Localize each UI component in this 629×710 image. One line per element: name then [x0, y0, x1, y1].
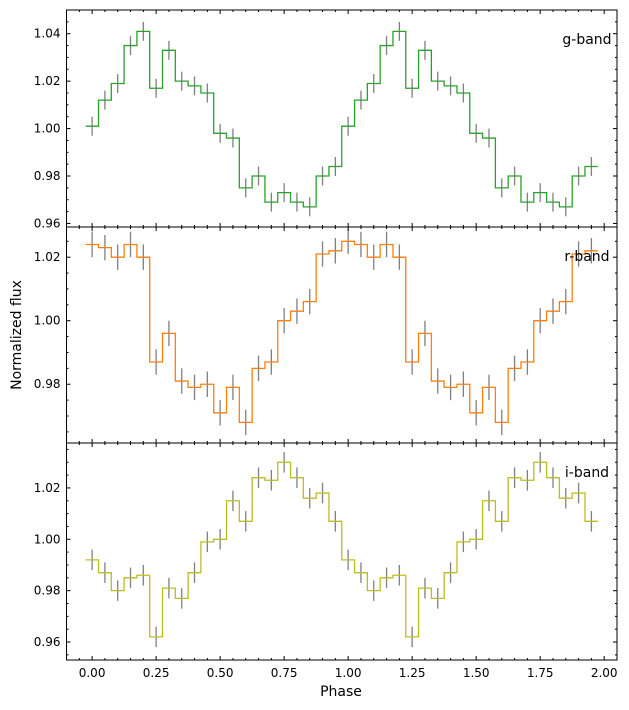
- y-tick-label: 1.02: [34, 74, 61, 88]
- y-tick-label: 1.02: [34, 250, 61, 264]
- band-label: r-band: [564, 249, 609, 265]
- x-tick-label: 1.25: [399, 666, 426, 680]
- panel-g-band: 0.96 0.98 1.00 1.02 1.04 g-band: [34, 9, 618, 230]
- series-line: [85, 461, 598, 638]
- x-tick-label: 1.75: [527, 666, 554, 680]
- panel-data: [85, 451, 598, 648]
- panel-data: [85, 228, 598, 436]
- panel-i-band: 0.96 0.98 1.00 1.02 i-band 0.00 0.25 0.50 0.75 1.…: [34, 442, 618, 680]
- x-tick-label: 0.00: [79, 666, 106, 680]
- x-tick-label: 1.00: [335, 666, 362, 680]
- y-tick-label: 1.00: [34, 314, 61, 328]
- y-tick-label: 0.98: [34, 169, 61, 183]
- series-line: [85, 240, 598, 423]
- band-label: i-band: [565, 465, 609, 481]
- panels: 0.96 0.98 1.00 1.02 1.04 g-band 0.98 1.00 1.02 r-…: [34, 9, 618, 680]
- series-line: [85, 30, 598, 208]
- x-tick-label: 0.25: [143, 666, 170, 680]
- x-tick-label: 1.50: [463, 666, 490, 680]
- panel-frame: [66, 442, 618, 661]
- band-label: g-band: [562, 32, 611, 48]
- y-tick-label: 0.96: [34, 216, 61, 230]
- x-tick-label: 2.00: [591, 666, 618, 680]
- x-axis-title: Phase: [320, 684, 362, 700]
- y-axis-title: Normalized flux: [9, 280, 25, 390]
- y-tick-label: 0.98: [34, 584, 61, 598]
- panel-data: [85, 21, 598, 217]
- y-tick-label: 0.98: [34, 377, 61, 391]
- panel-r-band: 0.98 1.00 1.02 r-band: [34, 226, 618, 444]
- y-tick-label: 1.00: [34, 122, 61, 136]
- y-tick-label: 1.02: [34, 481, 61, 495]
- y-tick-label: 1.04: [34, 27, 61, 41]
- y-tick-label: 1.00: [34, 532, 61, 546]
- y-tick-label: 0.96: [34, 635, 61, 649]
- x-tick-label: 0.50: [207, 666, 234, 680]
- x-tick-label: 0.75: [271, 666, 298, 680]
